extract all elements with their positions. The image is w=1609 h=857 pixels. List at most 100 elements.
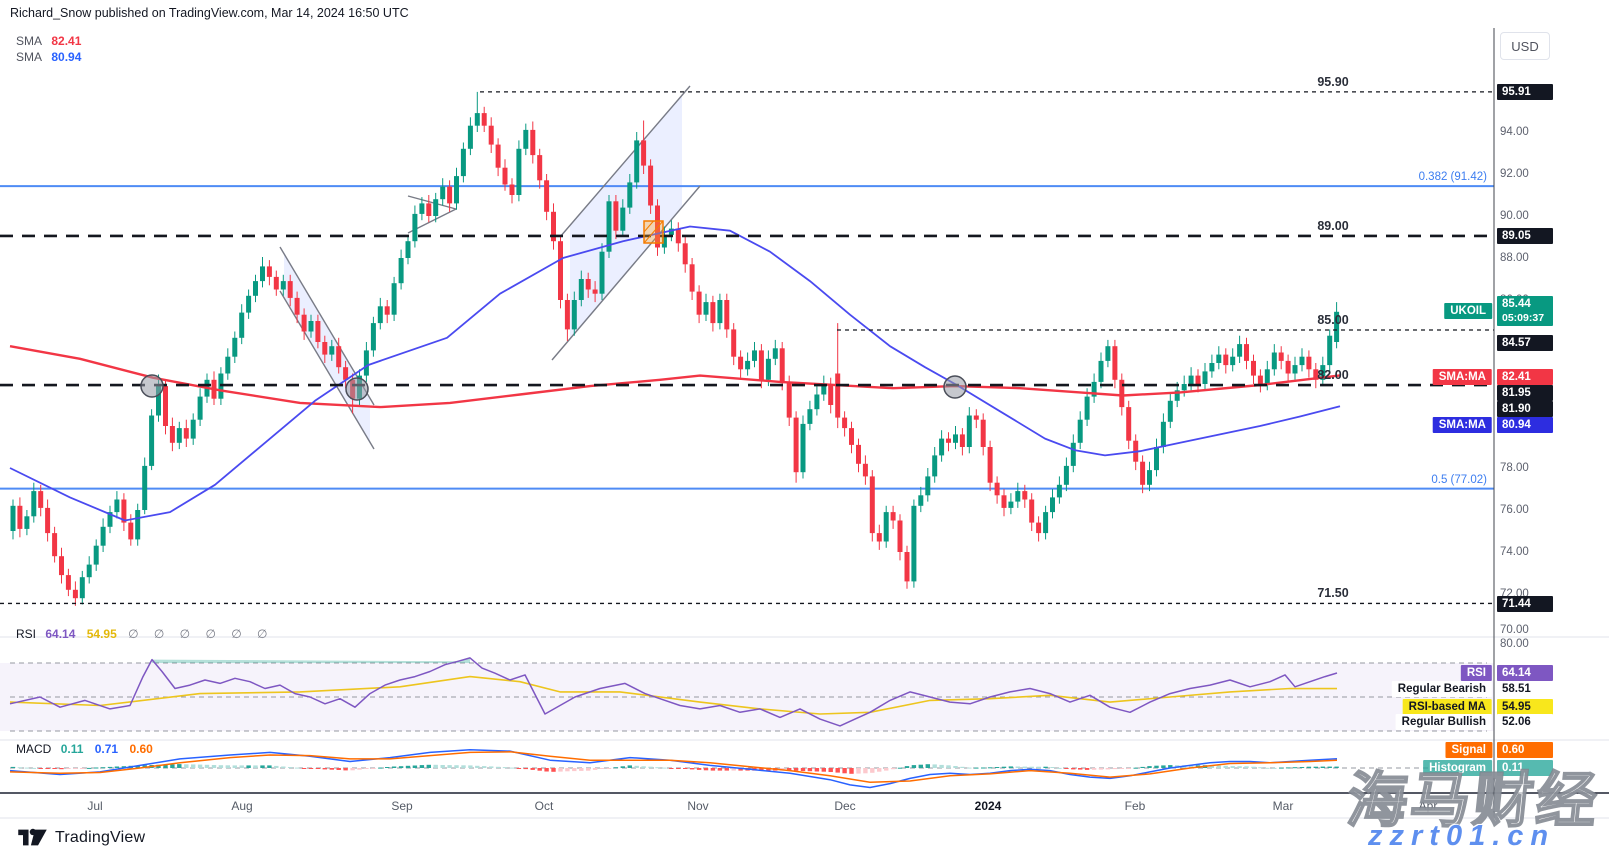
price-axis-tick[interactable]: 88.00	[1500, 252, 1529, 264]
fib-level-label[interactable]: 0.5 (77.02)	[1431, 473, 1487, 486]
macd-histogram-bar	[724, 768, 729, 771]
price-axis-tick[interactable]: 70.00	[1500, 624, 1529, 636]
macd-histogram-bar	[371, 768, 376, 769]
candle-body	[530, 129, 536, 156]
level-line-label[interactable]: 89.00	[1317, 218, 1349, 233]
candle-body	[398, 258, 404, 284]
time-axis-label[interactable]: Apr	[1418, 799, 1438, 813]
macd-histogram-bar	[385, 767, 390, 768]
candle-body	[1202, 371, 1208, 384]
sma-legend-2[interactable]: SMA 80.94	[16, 50, 89, 64]
highlight-circle	[345, 377, 369, 401]
price-axis-tick[interactable]: 74.00	[1500, 546, 1529, 558]
candle-body	[301, 314, 307, 332]
macd-histogram-bar	[1334, 766, 1339, 768]
time-axis-label[interactable]: Aug	[231, 799, 253, 813]
price-axis-value-tag: 71.44	[1497, 596, 1553, 612]
candle-body	[939, 438, 945, 456]
indicator-name-tag: SMA:MA	[1432, 417, 1492, 433]
candle-body	[558, 241, 563, 300]
macd-histogram-bar	[1306, 766, 1312, 768]
macd-histogram-bar	[87, 767, 92, 769]
candle-body	[710, 302, 716, 324]
macd-legend[interactable]: MACD 0.11 0.71 0.60	[16, 742, 161, 756]
macd-histogram-bar	[676, 768, 681, 769]
macd-histogram-bar	[308, 768, 314, 769]
time-axis-label[interactable]: Nov	[687, 799, 709, 813]
macd-histogram-bar	[211, 765, 217, 768]
candle-body	[1334, 311, 1340, 342]
currency-selector-button[interactable]: USD	[1500, 32, 1550, 60]
macd-histogram-bar	[246, 765, 251, 768]
candle-body	[370, 323, 376, 351]
time-axis-label[interactable]: Oct	[534, 799, 554, 813]
candle-body	[994, 482, 1000, 496]
macd-histogram-bar	[405, 765, 411, 768]
tradingview-logo[interactable]: TradingView	[18, 828, 145, 847]
macd-histogram-bar	[336, 768, 341, 770]
macd-histogram-bar	[877, 768, 882, 772]
macd-histogram-bar	[426, 764, 431, 768]
price-axis-tick[interactable]: 92.00	[1500, 168, 1529, 180]
price-axis-tick[interactable]: 90.00	[1500, 210, 1529, 222]
level-line-label[interactable]: 95.90	[1317, 74, 1349, 89]
price-axis-tick[interactable]: 76.00	[1500, 504, 1529, 516]
candle-body	[551, 211, 556, 242]
time-axis-label[interactable]: 2024	[974, 799, 1002, 813]
macd-histogram-bar	[717, 768, 723, 771]
candle-body	[280, 281, 286, 290]
candle-body	[592, 289, 598, 294]
macd-histogram-bar	[1313, 766, 1318, 768]
macd-histogram-bar	[627, 765, 632, 768]
time-axis-label[interactable]: Jul	[87, 799, 103, 813]
level-line-label[interactable]: 71.50	[1317, 586, 1349, 601]
candle-body	[807, 409, 813, 424]
macd-histogram-bar	[1078, 768, 1083, 770]
candle-body	[1084, 396, 1090, 420]
macd-histogram-bar	[669, 768, 674, 769]
level-line-label[interactable]: 85.00	[1317, 313, 1349, 328]
macd-histogram-bar	[315, 768, 321, 769]
time-axis-label[interactable]: Mar	[1272, 799, 1294, 813]
time-axis-label[interactable]: Dec	[834, 799, 856, 813]
price-axis-tick[interactable]: 78.00	[1500, 462, 1529, 474]
macd-histogram-bar	[73, 768, 78, 769]
price-axis-tick[interactable]: 94.00	[1500, 126, 1529, 138]
macd-histogram-bar	[516, 768, 522, 769]
indicator-name-tag: Signal	[1445, 742, 1492, 758]
macd-histogram-bar	[1237, 766, 1242, 768]
candle-body	[1070, 442, 1076, 466]
candle-body	[717, 300, 723, 324]
sma1-label: SMA	[16, 34, 43, 48]
time-axis-label[interactable]: Sep	[391, 799, 413, 813]
candle-body	[17, 505, 23, 529]
macd-histogram-bar	[1272, 767, 1277, 769]
candle-body	[641, 140, 647, 166]
candle-body	[1112, 346, 1118, 380]
macd-histogram-bar	[1147, 766, 1152, 768]
macd-histogram-bar	[890, 768, 896, 770]
price-axis-value-tag: 95.91	[1497, 84, 1553, 100]
macd-histogram-bar	[932, 764, 937, 768]
candle-body	[79, 577, 85, 599]
candle-body	[655, 205, 660, 248]
macd-histogram-bar	[447, 765, 452, 768]
macd-histogram-bar	[1098, 768, 1104, 770]
candle-body	[599, 251, 605, 294]
level-line-label[interactable]: 82.00	[1317, 368, 1349, 383]
price-axis-tick[interactable]: 80.00	[1500, 638, 1529, 650]
rsi-legend[interactable]: RSI 64.14 54.95 ∅ ∅ ∅ ∅ ∅ ∅	[16, 627, 274, 641]
candle-body	[502, 167, 508, 185]
macd-histogram-bar	[565, 768, 570, 772]
candle-body	[488, 125, 494, 145]
macd-histogram-bar	[1084, 768, 1090, 770]
fib-level-label[interactable]: 0.382 (91.42)	[1418, 171, 1487, 184]
macd-histogram-bar	[1327, 766, 1332, 768]
macd-histogram-bar	[558, 768, 563, 772]
macd-histogram-bar	[94, 767, 99, 769]
time-axis-label[interactable]: Feb	[1124, 799, 1146, 813]
sma-legend-1[interactable]: SMA 82.41	[16, 34, 89, 48]
macd-histogram-bar	[599, 768, 605, 769]
